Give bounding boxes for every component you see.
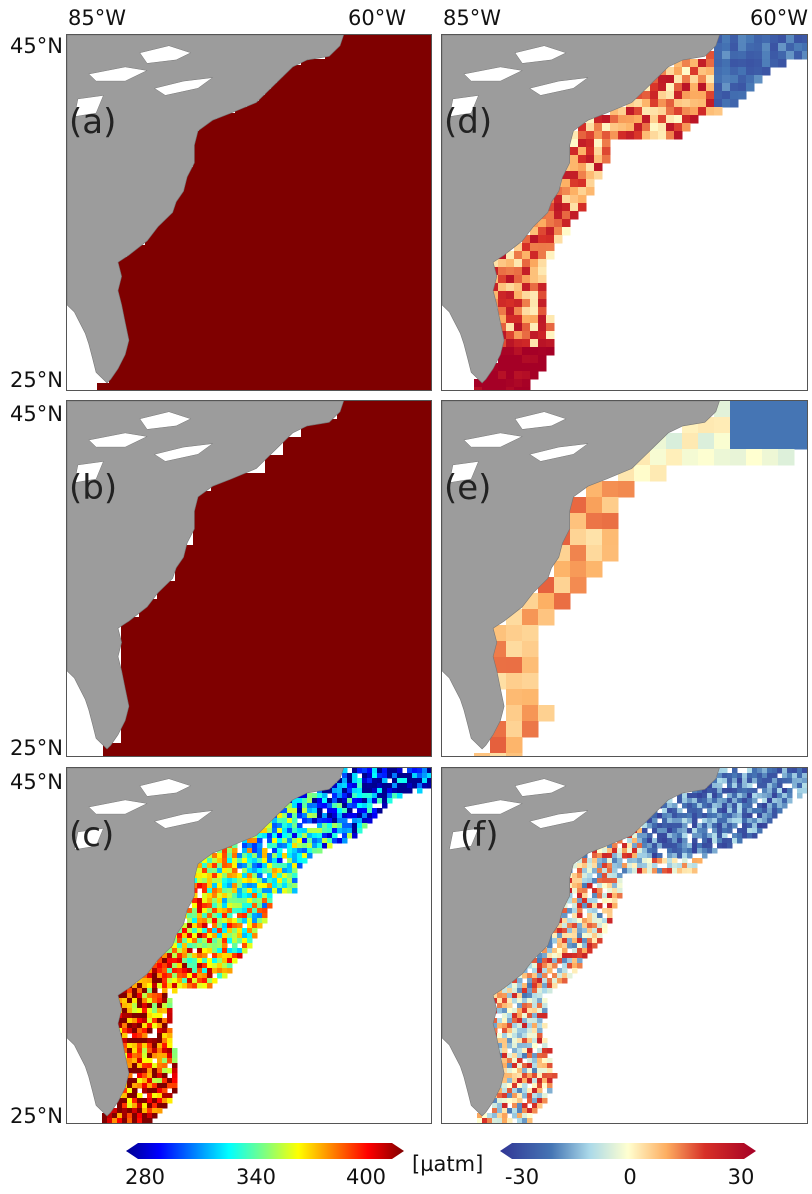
map-f-lake [514,778,567,797]
map-a-lake [88,66,148,82]
map-a-land [67,35,344,384]
colorbar-unit: [µatm] [412,1152,484,1176]
map-b-lake [139,411,192,430]
colorbar-difference-tick-0: 0 [623,1165,637,1189]
map-e-lake [514,411,567,430]
colorbar-difference-tick-30: 30 [727,1165,755,1189]
map-panel-a: (a) [66,34,432,391]
panel-label-d: (d) [444,102,493,142]
map-e-lake [463,432,524,448]
panel-label-a: (a) [69,102,117,142]
map-e-land [442,401,720,750]
map-d-lake [448,95,479,118]
map-b-lake [88,432,148,448]
map-canvas-f [442,768,807,1123]
lat-label-top-row2: 45°N [10,402,63,426]
map-panel-d: (d) [441,34,808,391]
map-a-grid [97,35,431,390]
map-b-land [67,401,344,750]
map-canvas-e [442,401,807,756]
map-b-lake [73,461,104,484]
map-a-lake [139,45,192,64]
lat-label-bottom-row2: 25°N [10,736,63,760]
map-f-lake [463,799,524,815]
map-c-lake [88,799,148,815]
lon-label-right-col2: 60°W [750,6,808,30]
panel-label-e: (e) [444,468,492,508]
colorbar-absolute-tick-400: 400 [345,1165,387,1189]
map-e-lake [528,443,589,462]
map-d-lake [528,77,589,96]
map-f-land [442,768,720,1117]
panel-label-c: (c) [69,815,115,855]
map-e-lake [448,461,479,484]
lat-label-bottom-row3: 25°N [10,1104,63,1128]
map-e-grid [474,401,807,756]
lon-label-left-col2: 85°W [443,6,501,30]
map-a-lake [153,77,214,96]
map-canvas-c [67,768,431,1123]
map-d-land [442,35,720,384]
map-c-lake [153,810,214,829]
map-panel-f: (f) [441,767,808,1124]
colorbar-absolute-tick-340: 340 [235,1165,277,1189]
map-f-lake [448,828,479,851]
map-a-lake [73,95,104,118]
lat-label-top-row3: 45°N [10,770,63,794]
map-b-grid [103,401,431,756]
map-d-lake [463,66,524,82]
map-c-lake [73,828,104,851]
map-c-land [67,768,344,1117]
map-canvas-d [442,35,807,390]
map-canvas-a [67,35,431,390]
map-panel-b: (b) [66,400,432,757]
map-c-lake [139,778,192,797]
colorbar-absolute [126,1143,404,1159]
lat-label-top-row1: 45°N [10,34,63,58]
lat-label-bottom-row1: 25°N [10,368,63,392]
map-panel-e: (e) [441,400,808,757]
lon-label-right-col1: 60°W [348,6,406,30]
colorbar-difference [500,1143,756,1159]
panel-label-f: (f) [460,815,499,855]
colorbar-difference-tick-neg30: -30 [504,1165,540,1189]
lon-label-left-col1: 85°W [68,6,126,30]
panel-label-b: (b) [69,468,118,508]
colorbar-absolute-tick-280: 280 [124,1165,166,1189]
map-panel-c: (c) [66,767,432,1124]
map-canvas-b [67,401,431,756]
map-d-lake [514,45,567,64]
map-b-lake [153,443,214,462]
map-a-grid [97,383,110,390]
map-f-lake [528,810,589,829]
